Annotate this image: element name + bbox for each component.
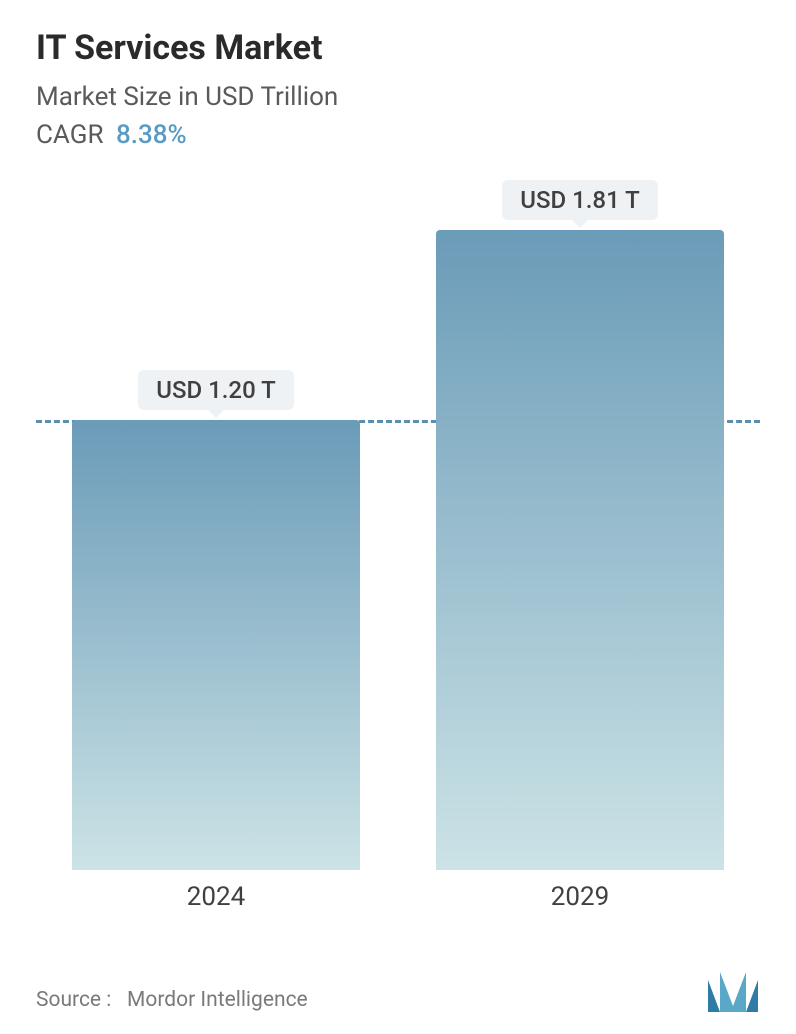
bar-container-2029: USD 1.81 T [436,180,724,870]
source-name: Mordor Intelligence [127,988,308,1012]
bar-container-2024: USD 1.20 T [72,370,360,870]
chart-area: USD 1.20 T 2024 USD 1.81 T 2029 [36,180,760,920]
source-attribution: Source : Mordor Intelligence [36,988,308,1012]
chart-subtitle: Market Size in USD Trillion [36,82,760,112]
source-label: Source : [36,988,111,1012]
cagr-row: CAGR 8.38% [36,120,760,150]
mordor-logo-icon [706,972,760,1012]
xlabel-2024: 2024 [72,882,360,912]
xlabel-2029: 2029 [436,882,724,912]
chart-title: IT Services Market [36,28,760,68]
value-badge-2029: USD 1.81 T [502,180,658,220]
value-badge-2024: USD 1.20 T [138,370,294,410]
footer: Source : Mordor Intelligence [36,972,760,1012]
bar-2024 [72,420,360,870]
cagr-label: CAGR [36,120,103,150]
bar-2029 [436,230,724,870]
cagr-value: 8.38% [116,120,187,150]
